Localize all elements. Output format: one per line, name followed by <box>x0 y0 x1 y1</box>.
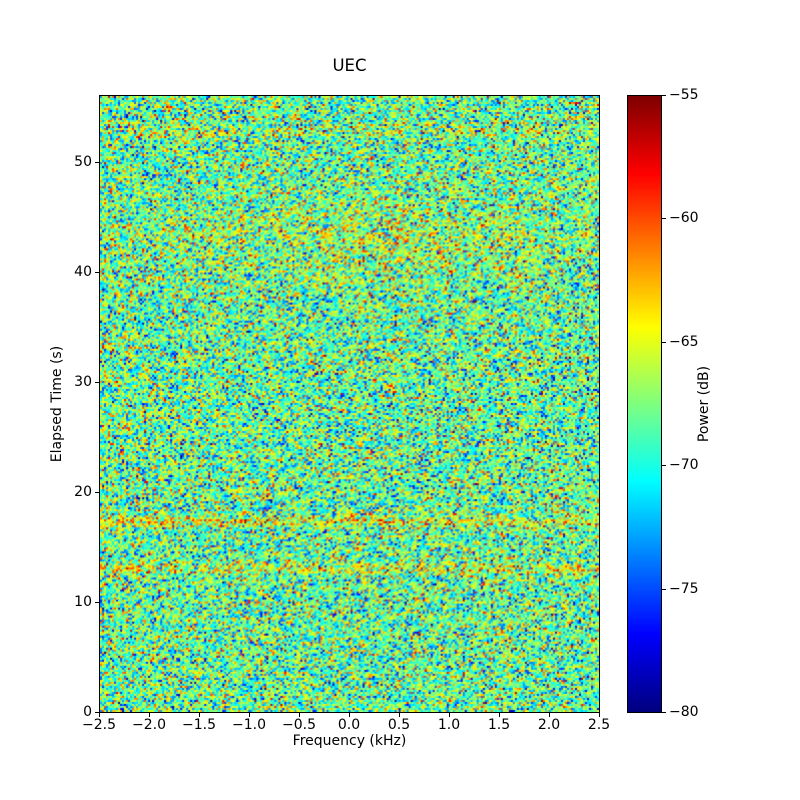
x-tick-label: 0.0 <box>337 717 361 733</box>
y-tick-label: 40 <box>74 264 92 280</box>
x-tick-label: 1.5 <box>487 717 511 733</box>
colorbar-label: Power (dB) <box>696 365 712 443</box>
x-tick-mark <box>199 713 200 717</box>
x-tick-mark <box>99 713 100 717</box>
colorbar-tick-label: −65 <box>669 333 699 350</box>
x-tick-mark <box>399 713 400 717</box>
y-axis-label: Elapsed Time (s) <box>49 345 65 463</box>
colorbar-tick-label: −70 <box>669 457 699 474</box>
y-tick-mark <box>95 492 99 493</box>
x-tick-label: −1.0 <box>232 717 266 733</box>
colorbar-tick-mark <box>662 588 666 590</box>
colorbar-tick-label: −75 <box>669 580 699 597</box>
y-tick-mark <box>95 272 99 273</box>
x-tick-mark <box>549 713 550 717</box>
x-tick-label: −1.5 <box>182 717 216 733</box>
y-tick-label: 0 <box>83 704 92 720</box>
y-tick-label: 50 <box>74 154 92 170</box>
y-tick-mark <box>95 712 99 713</box>
colorbar-tick-mark <box>662 95 666 96</box>
y-tick-mark <box>95 602 99 603</box>
colorbar-tick-mark <box>662 341 666 343</box>
x-tick-mark <box>449 713 450 717</box>
colorbar-tick-mark <box>662 218 666 220</box>
chart-title: UEC <box>332 55 367 75</box>
colorbar-tick-mark <box>662 712 666 713</box>
x-tick-label: 1.0 <box>437 717 461 733</box>
x-tick-label: 2.5 <box>587 717 611 733</box>
y-tick-label: 10 <box>74 594 92 610</box>
x-tick-mark <box>599 713 600 717</box>
x-tick-label: −2.5 <box>82 717 116 733</box>
x-tick-label: −2.0 <box>132 717 166 733</box>
colorbar-gradient <box>628 96 661 712</box>
plot-area <box>99 95 600 713</box>
x-tick-mark <box>249 713 250 717</box>
y-tick-label: 20 <box>74 484 92 500</box>
x-axis-label: Frequency (kHz) <box>292 733 407 749</box>
colorbar-tick-label: −60 <box>669 210 699 227</box>
colorbar-tick-label: −55 <box>669 87 699 103</box>
x-tick-mark <box>149 713 150 717</box>
x-tick-mark <box>349 713 350 717</box>
y-tick-label: 30 <box>74 374 92 390</box>
x-tick-label: 2.0 <box>537 717 561 733</box>
x-tick-label: −0.5 <box>282 717 316 733</box>
x-tick-label: 0.5 <box>387 717 411 733</box>
colorbar-tick-label: −80 <box>669 704 699 720</box>
x-tick-mark <box>499 713 500 717</box>
y-tick-mark <box>95 382 99 383</box>
x-tick-mark <box>299 713 300 717</box>
y-tick-mark <box>95 162 99 163</box>
colorbar-tick-mark <box>662 465 666 467</box>
spectrogram-heatmap <box>100 96 599 712</box>
colorbar <box>627 95 662 713</box>
